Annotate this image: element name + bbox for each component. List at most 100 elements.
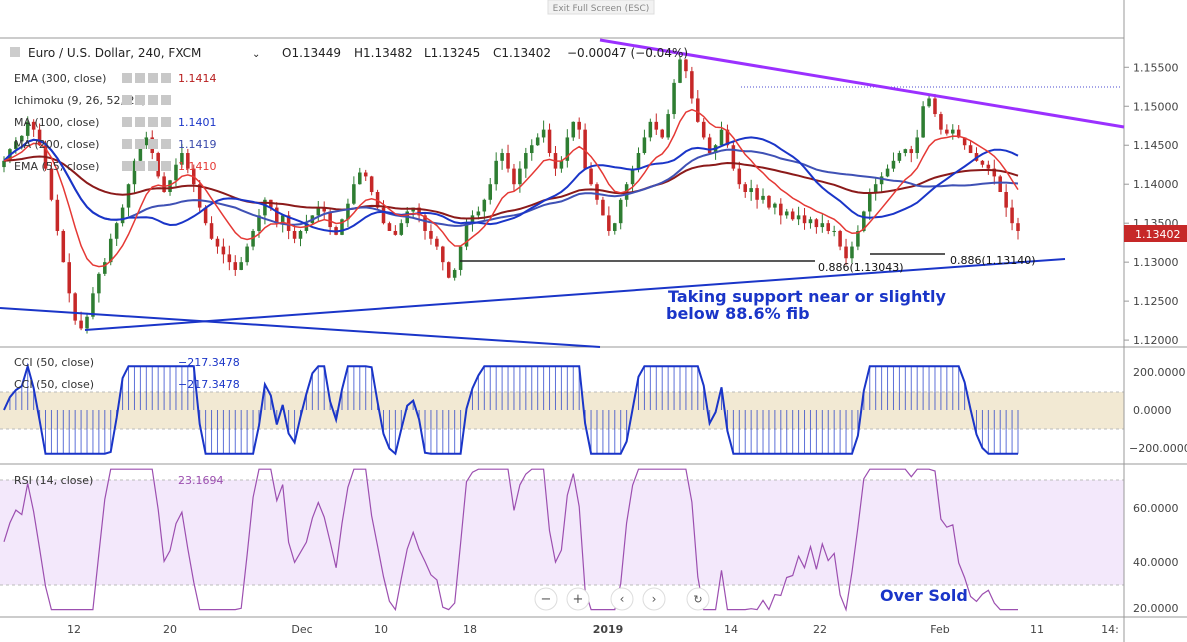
candle-body [524,153,528,169]
plus-icon[interactable] [148,95,158,105]
candle-body [275,207,279,224]
candle-body [91,293,95,317]
candle-body [885,168,890,177]
scroll-left-button[interactable] [610,587,634,611]
candle-body [221,246,226,255]
candle-body [144,137,149,146]
plus-icon[interactable] [148,73,158,83]
indicator-value-4: 1.1410 [178,160,217,173]
eye-icon[interactable] [122,117,132,127]
candle-body [784,211,789,216]
indicator-name-4[interactable]: EMA (55, close) [14,160,99,173]
fib-label-left: 0.886(1.13043) [818,261,904,274]
candle-body [14,141,18,150]
settings-icon[interactable] [135,161,145,171]
candle-body [138,145,143,161]
candle-body [571,121,576,138]
price-tick-label: 1.12500 [1133,295,1179,308]
zoom-out-button[interactable] [534,587,558,611]
candle-body [719,129,724,146]
settings-icon[interactable] [135,95,145,105]
candle-body [856,230,860,247]
candle-body [642,137,647,154]
ma-200-line [3,138,1019,227]
settings-icon[interactable] [135,117,145,127]
plus-icon[interactable] [148,161,158,171]
ohlc-close: C1.13402 [493,46,551,60]
close-icon[interactable] [161,117,171,127]
candle-body [921,106,925,138]
ma-100-line [3,136,1019,233]
cci-label-2[interactable]: CCI (50, close) [14,378,94,391]
rsi-label[interactable]: RSI (14, close) [14,474,93,487]
candle-body [239,262,243,270]
time-tick-label: 14: [1101,623,1119,636]
candle-body [108,238,113,263]
cci-label-1[interactable]: CCI (50, close) [14,356,94,369]
scroll-right-button[interactable] [642,587,666,611]
last-price-badge [1124,225,1187,242]
candle-body [1010,207,1014,224]
candle-body [55,199,60,231]
candle-body [607,215,611,231]
indicator-name-1[interactable]: Ichimoku (9, 26, 52, 26) [14,94,146,107]
rsi-tick-20: 20.0000 [1133,602,1179,615]
price-axis[interactable]: 1.155001.150001.145001.140001.135001.130… [1124,61,1179,347]
time-tick-label: 2019 [593,623,624,636]
candle-body [227,254,232,263]
candle-body [613,223,617,231]
time-tick-label: Dec [291,623,312,636]
close-icon[interactable] [161,161,171,171]
eye-icon[interactable] [122,73,132,83]
uptrend-support-line [84,258,1066,331]
indicator-value-0: 1.1414 [178,72,217,85]
time-axis[interactable]: 12 20 Dec 10 18 2019 14 22 Feb 11 14: [67,623,1119,636]
candle-body [482,199,487,212]
candle-body [535,137,540,146]
close-icon[interactable] [161,95,171,105]
reset-chart-button[interactable] [686,587,710,611]
close-icon[interactable] [161,139,171,149]
candle-body [114,223,119,239]
plus-icon[interactable] [148,139,158,149]
plus-icon: + [573,592,584,607]
candle-body [298,230,303,239]
fib-label-right: 0.886(1.13140) [950,254,1036,267]
settings-icon[interactable] [135,73,145,83]
cci-line [3,362,1018,456]
indicator-name-3[interactable]: MA (200, close) [14,138,99,151]
price-tick-label: 1.14500 [1133,139,1179,152]
candle-body [67,262,71,294]
symbol-title[interactable]: Euro / U.S. Dollar, 240, FXCM [28,46,201,60]
candle-body [381,207,386,224]
candle-body [203,207,208,224]
eye-icon[interactable] [122,139,132,149]
exit-fullscreen-banner[interactable] [547,0,655,15]
oversold-annotation: Over Sold [880,586,968,605]
plus-icon[interactable] [148,117,158,127]
candle-body [328,211,332,228]
ohlc-open: O1.13449 [282,46,341,60]
candle-body [233,262,238,270]
candle-body [755,188,759,200]
zoom-in-button[interactable] [566,587,590,611]
indicator-name-0[interactable]: EMA (300, close) [14,72,106,85]
chevron-down-icon[interactable]: ⌄ [252,49,260,60]
candle-body [808,219,813,224]
ohlc-low: L1.13245 [424,46,480,60]
settings-icon[interactable] [135,139,145,149]
indicator-name-2[interactable]: MA (100, close) [14,116,99,129]
candle-body [660,129,664,138]
candle-body [945,129,949,134]
close-icon[interactable] [161,73,171,83]
candle-body [245,246,249,263]
candle-body [280,215,285,224]
support-annotation-line1: Taking support near or slightly [668,287,947,306]
candle-body [678,59,682,83]
eye-icon[interactable] [122,161,132,171]
candle-body [844,246,848,259]
candle-body [120,207,125,224]
eye-icon[interactable] [122,95,132,105]
collapse-icon[interactable] [10,47,20,57]
rsi-band [0,480,1124,585]
